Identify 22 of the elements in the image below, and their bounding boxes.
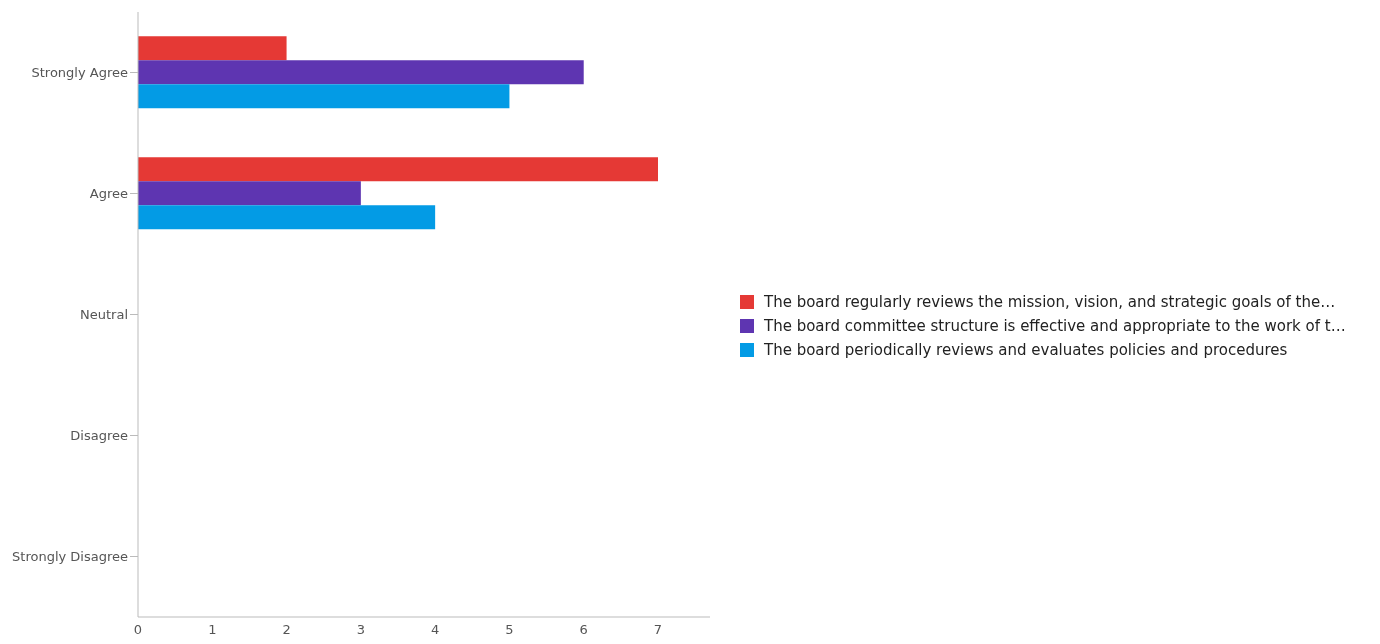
x-tick-label: 5 [505, 622, 514, 638]
y-tick-label: Strongly Agree [31, 65, 128, 81]
bar [138, 181, 361, 206]
bar [138, 84, 510, 109]
bar [138, 60, 584, 85]
x-tick-label: 6 [579, 622, 588, 638]
y-tick-label: Neutral [80, 307, 128, 323]
y-tick-label: Agree [89, 186, 128, 202]
legend-label: The board periodically reviews and evaluates policies and procedures [764, 340, 1288, 361]
x-tick-label: 3 [356, 622, 365, 638]
bar [138, 36, 287, 61]
y-tick-label: Strongly Disagree [12, 549, 128, 565]
x-tick-label: 7 [653, 622, 663, 638]
x-tick-label: 1 [208, 622, 217, 638]
x-tick-label: 2 [282, 622, 291, 638]
bar [138, 157, 658, 182]
y-tick-label: Disagree [70, 428, 128, 444]
legend-label: The board committee structure is effective and appropriate to the work of t… [764, 316, 1346, 337]
x-tick-label: 0 [133, 622, 143, 638]
bar [138, 205, 436, 230]
legend-label: The board regularly reviews the mission, vision, and strategic goals of the… [764, 292, 1336, 313]
x-tick-label: 4 [431, 622, 440, 638]
